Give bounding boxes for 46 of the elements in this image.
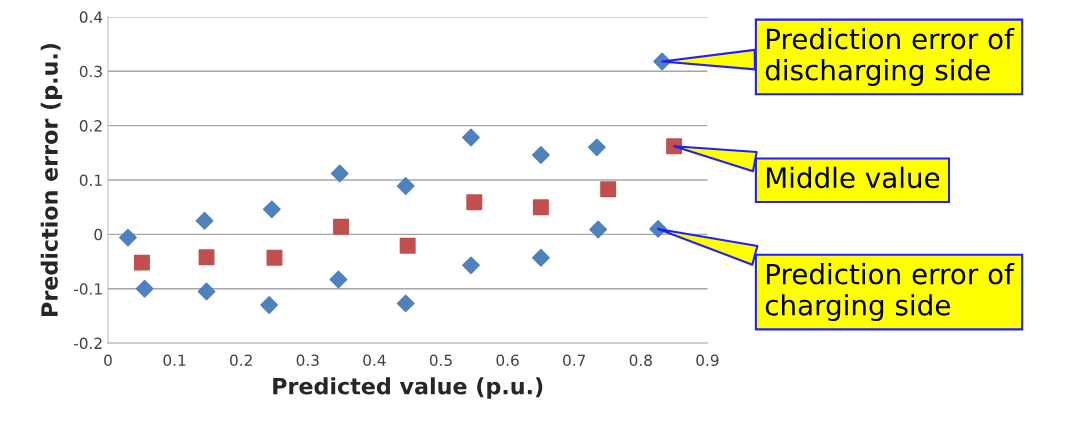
y-tick-label: 0.2 [79, 120, 102, 132]
y-tick-label: -0.1 [74, 283, 102, 295]
point [333, 218, 350, 235]
x-tick-label: 0.2 [230, 354, 252, 367]
point [135, 279, 154, 298]
point [330, 164, 349, 183]
point [589, 220, 608, 239]
point [396, 294, 415, 313]
y-tick-label: -0.2 [74, 337, 102, 350]
point [531, 146, 550, 164]
point [587, 138, 606, 157]
point [266, 249, 283, 266]
x-tick-label: 0.7 [563, 354, 586, 367]
annotation: Prediction error of discharging side [765, 27, 1015, 86]
point [532, 199, 549, 216]
point [600, 181, 617, 198]
y-tick-label: 0.1 [79, 174, 102, 186]
y-tick-label: 0 [94, 228, 103, 241]
point [262, 200, 281, 219]
x-tick-label: 0 [104, 354, 112, 367]
x-tick-label: 0.9 [696, 354, 719, 367]
point [466, 194, 483, 211]
y-tick-label: 0.3 [79, 65, 102, 78]
x-tick-label: 0.3 [296, 354, 319, 367]
x-tick-label: 0.1 [163, 354, 186, 367]
point [329, 270, 348, 289]
x-tick-label: 0.6 [496, 354, 519, 367]
point [396, 177, 415, 195]
x-axis-title: Predicted value (p.u.) [273, 377, 543, 399]
y-axis-title: Prediction error (p.u.) [40, 43, 63, 316]
point [531, 248, 550, 267]
point [119, 228, 137, 247]
point [195, 211, 214, 230]
point [399, 237, 416, 254]
annotation: Prediction error of charging side [765, 263, 1015, 322]
annotation: Middle value [766, 166, 940, 189]
point [260, 296, 279, 314]
x-tick-label: 0.5 [429, 354, 452, 367]
point [462, 256, 480, 275]
point [462, 128, 480, 147]
y-tick-label: 0.4 [79, 11, 103, 23]
point [133, 254, 150, 271]
x-tick-label: 0.8 [629, 354, 652, 367]
x-tick-label: 0.4 [363, 354, 386, 367]
point [198, 249, 215, 266]
point [197, 282, 216, 301]
